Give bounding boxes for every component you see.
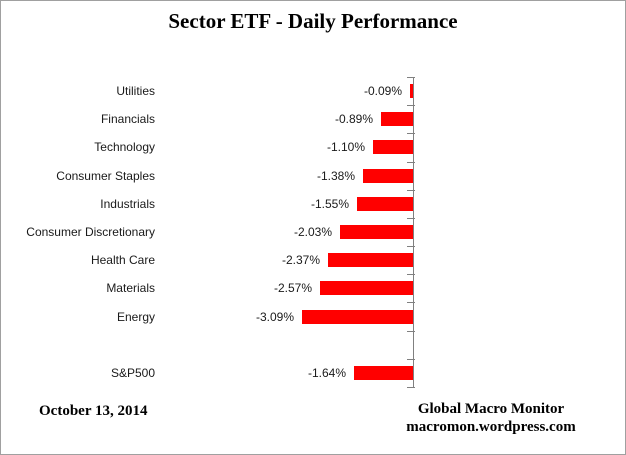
bar — [381, 112, 413, 126]
bar — [340, 225, 413, 239]
bar — [320, 281, 413, 295]
axis-tick — [407, 133, 415, 134]
category-label: Utilities — [116, 84, 155, 98]
value-label: -1.10% — [326, 140, 365, 154]
axis-tick — [407, 246, 415, 247]
value-label: -1.64% — [307, 366, 346, 380]
axis-tick — [407, 359, 415, 360]
source-url: macromon.wordpress.com — [406, 419, 576, 435]
bar — [328, 253, 413, 267]
category-label: Energy — [116, 310, 155, 324]
category-axis-line — [413, 77, 414, 387]
value-label: -0.09% — [363, 84, 402, 98]
bar — [354, 366, 413, 380]
category-label: Consumer Staples — [56, 169, 155, 183]
axis-tick — [407, 77, 415, 78]
axis-tick — [407, 331, 415, 332]
footer-date: October 13, 2014 — [39, 403, 148, 419]
value-label: -1.55% — [310, 197, 349, 211]
value-label: -2.57% — [273, 281, 312, 295]
footer-source: Global Macro Monitor macromon.wordpress.… — [391, 400, 591, 436]
axis-tick — [407, 387, 415, 388]
axis-tick — [407, 218, 415, 219]
value-label: -2.03% — [293, 225, 332, 239]
axis-tick — [407, 105, 415, 106]
chart-title: Sector ETF - Daily Performance — [168, 9, 458, 33]
bar — [302, 310, 413, 324]
category-label: Industrials — [100, 197, 155, 211]
bar — [363, 169, 413, 183]
value-label: -1.38% — [316, 169, 355, 183]
value-label: -0.89% — [334, 112, 373, 126]
category-label: Materials — [106, 281, 155, 295]
category-label: Health Care — [90, 253, 155, 267]
bar — [373, 140, 413, 154]
category-label: S&P500 — [110, 366, 155, 380]
value-label: -2.37% — [281, 253, 320, 267]
axis-tick — [407, 274, 415, 275]
category-label: Financials — [100, 112, 155, 126]
value-label: -3.09% — [255, 310, 294, 324]
source-name: Global Macro Monitor — [417, 401, 565, 417]
axis-tick — [407, 162, 415, 163]
category-label: Technology — [94, 140, 155, 154]
axis-tick — [407, 302, 415, 303]
axis-tick — [407, 190, 415, 191]
bar — [410, 84, 413, 98]
bar — [357, 197, 413, 211]
category-label: Consumer Discretionary — [26, 225, 155, 239]
